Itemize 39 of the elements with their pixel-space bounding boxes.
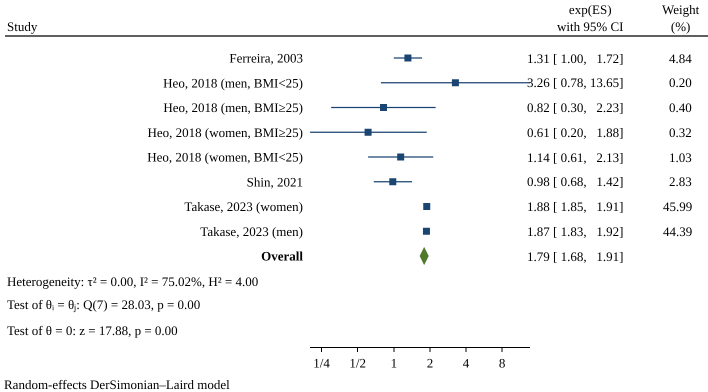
y-tick-label: Shin, 2021 [246,174,303,190]
text: 0.32 [669,125,692,140]
annotation: 1.14 [ 0.61, 2.13] [527,150,624,165]
annotation: 3.26 [ 0.78, 13.65] [527,75,624,90]
text: 0.20 [669,75,692,90]
y-tick-label: Overall [261,248,304,264]
text: 2.83 [669,174,692,189]
text: Test of θᵢ = θⱼ: Q(7) = 28.03, p = 0.00 [7,297,200,313]
annotation: 0.61 [ 0.20, 1.88] [527,125,624,140]
x-tick-label: 1 [390,356,398,371]
annotation: 1.31 [ 1.00, 1.72] [527,51,624,66]
y-tick-label: Takase, 2023 (men) [200,224,303,239]
annotation: 0.98 [ 0.68, 1.42] [527,174,624,189]
y-tick-label: Heo, 2018 (men, BMI<25) [163,75,303,90]
annotation: 0.82 [ 0.30, 2.23] [527,100,624,115]
annotation: 1.79 [ 1.68, 1.91] [527,249,624,264]
text: 44.39 [663,224,692,239]
text: 1.03 [669,150,692,165]
y-tick-label: Heo, 2018 (women, BMI≥25) [147,124,303,140]
text: 45.99 [663,199,692,214]
text: 0.40 [669,100,692,115]
y-tick-label: Heo, 2018 (women, BMI<25) [147,150,303,165]
text: exp(ES) with 95% CI [557,2,624,34]
y-tick-label: Heo, 2018 (men, BMI≥25) [163,100,303,116]
x-tick-label: 1/4 [313,356,330,371]
text: Random-effects DerSimonian–Laird model [4,377,230,392]
text: Heterogeneity: τ² = 0.00, I² = 75.02%, H² = 4.00 [7,274,258,289]
y-tick-label: Ferreira, 2003 [229,50,303,66]
text: Study [7,19,38,34]
x-tick-label: 4 [462,356,470,371]
x-tick-label: 2 [426,356,434,371]
text: Weight (%) [662,2,700,34]
x-tick-label: 8 [498,356,506,371]
text: 4.84 [669,51,692,66]
annotation: 1.88 [ 1.85, 1.91] [527,199,624,214]
y-tick-label: Takase, 2023 (women) [184,199,303,214]
x-tick-label: 1/2 [349,356,366,371]
text: Test of θ = 0: z = 17.88, p = 0.00 [7,323,178,338]
annotation: 1.87 [ 1.83, 1.92] [527,224,624,239]
